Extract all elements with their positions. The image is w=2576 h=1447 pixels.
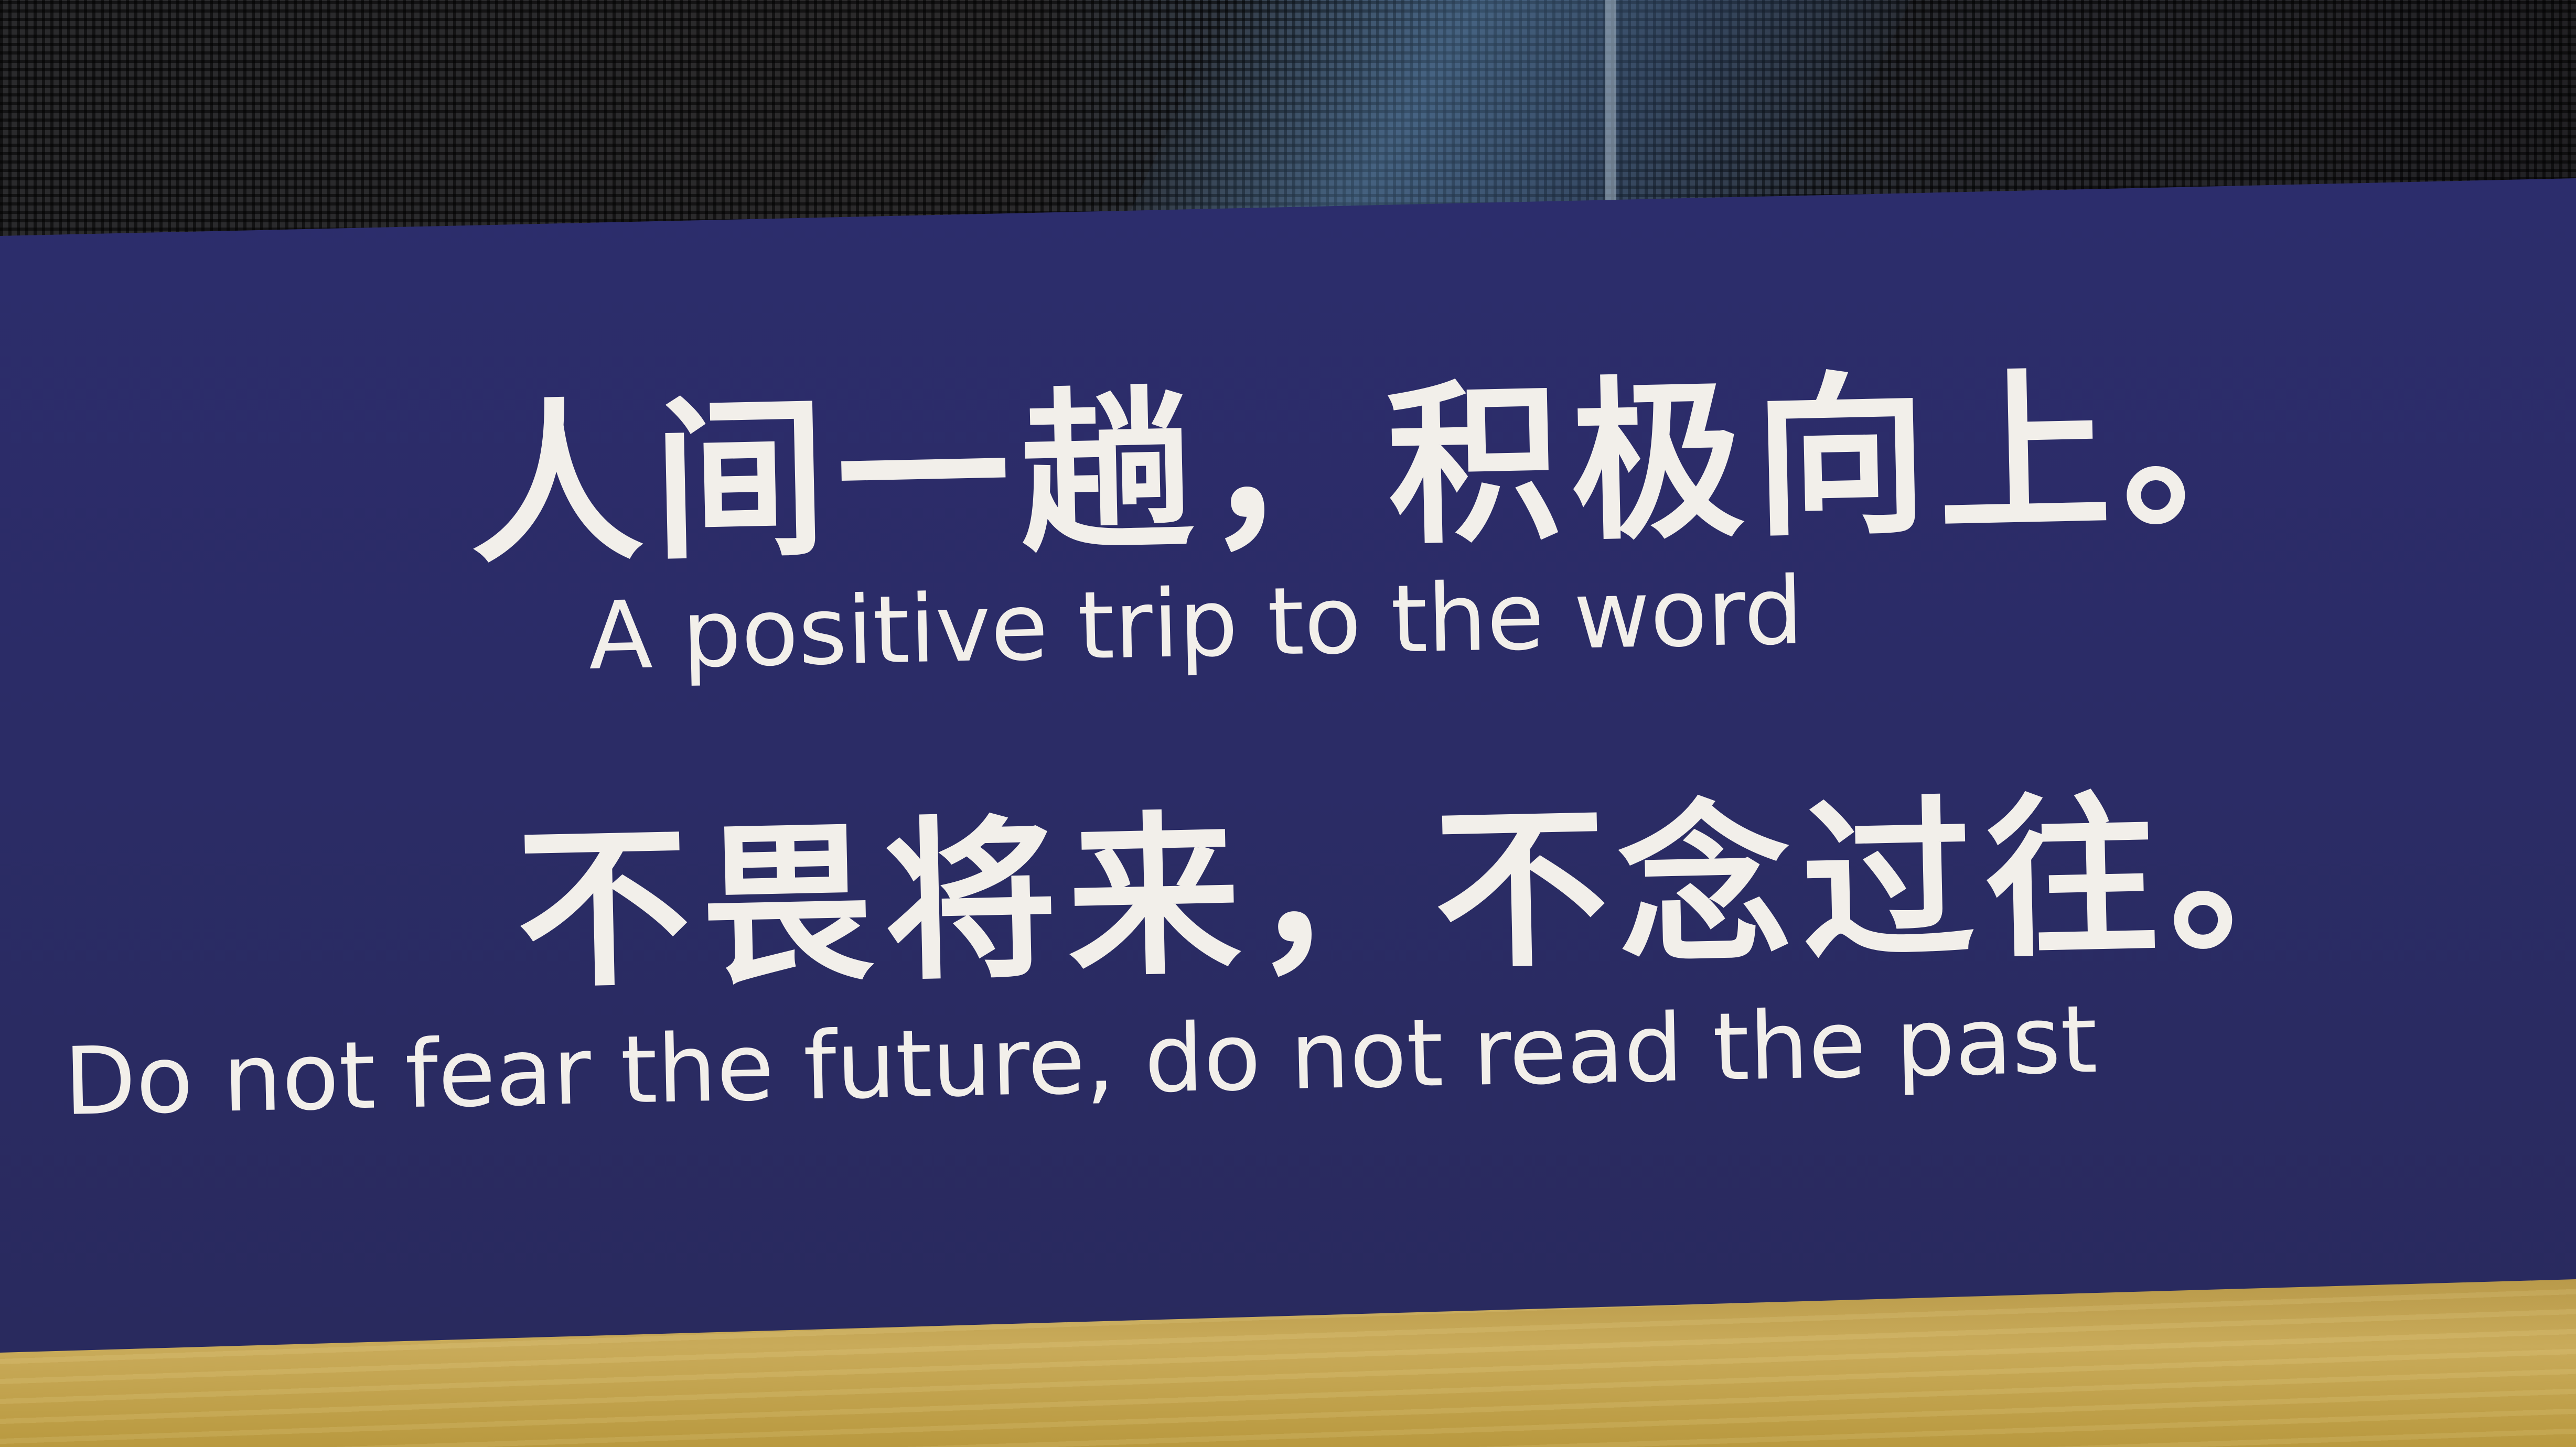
sign-chinese-line-1: 人间一趟，积极向上。 — [467, 347, 2307, 587]
sign-board — [0, 178, 2576, 1353]
window-frame-bar — [1605, 0, 1616, 210]
sign-english-line-2: Do not fear the future, do not read the … — [63, 985, 2099, 1136]
sign-chinese-line-2: 不畏将来，不念过往。 — [514, 772, 2354, 1012]
